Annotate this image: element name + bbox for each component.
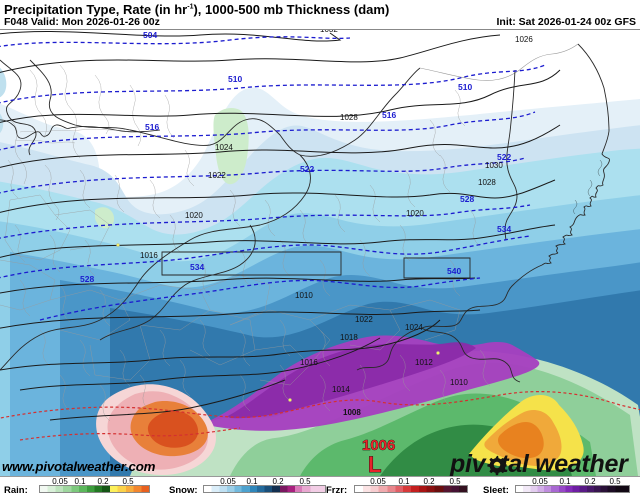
- svg-text:516: 516: [382, 110, 396, 120]
- svg-text:1008: 1008: [343, 408, 361, 417]
- svg-text:1020: 1020: [185, 211, 203, 220]
- svg-text:1018: 1018: [340, 333, 358, 342]
- svg-text:1012: 1012: [415, 358, 433, 367]
- svg-text:L: L: [368, 452, 381, 476]
- svg-text:1016: 1016: [140, 251, 158, 260]
- svg-text:504: 504: [143, 30, 157, 40]
- svg-text:510: 510: [458, 82, 472, 92]
- svg-text:528: 528: [460, 194, 474, 204]
- svg-text:1024: 1024: [215, 143, 233, 152]
- svg-text:528: 528: [80, 274, 94, 284]
- svg-text:1010: 1010: [295, 291, 313, 300]
- svg-text:522: 522: [300, 164, 314, 174]
- svg-text:1022: 1022: [208, 171, 226, 180]
- svg-text:1024: 1024: [405, 323, 423, 332]
- svg-text:1028: 1028: [478, 178, 496, 187]
- svg-text:1022: 1022: [355, 315, 373, 324]
- svg-text:534: 534: [497, 224, 511, 234]
- svg-text:534: 534: [190, 262, 204, 272]
- svg-text:1030: 1030: [485, 161, 503, 170]
- svg-text:1016: 1016: [300, 358, 318, 367]
- svg-text:1014: 1014: [332, 385, 350, 394]
- svg-text:510: 510: [228, 74, 242, 84]
- svg-text:1010: 1010: [450, 378, 468, 387]
- svg-text:516: 516: [145, 122, 159, 132]
- svg-text:1026: 1026: [515, 35, 533, 44]
- svg-text:1020: 1020: [406, 209, 424, 218]
- svg-text:1028: 1028: [340, 113, 358, 122]
- svg-text:1032: 1032: [320, 30, 338, 34]
- svg-text:540: 540: [447, 266, 461, 276]
